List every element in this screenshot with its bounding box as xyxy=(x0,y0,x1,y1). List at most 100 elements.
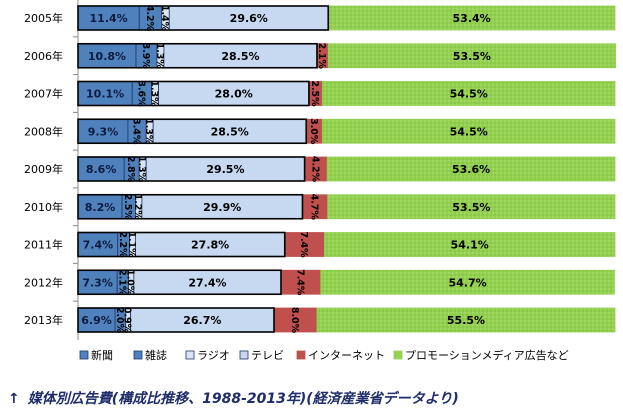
data-label: 8.6% xyxy=(86,163,117,176)
data-label: 0.9% xyxy=(122,307,133,334)
data-label: 54.1% xyxy=(451,239,489,252)
bar-segment xyxy=(327,43,616,69)
data-label: 3.9% xyxy=(140,43,151,70)
bar-segment xyxy=(280,269,322,295)
data-label: 3.6% xyxy=(135,80,146,107)
bars-group: 11.4% 4.2% 1.4% 29.6% 53.4%10.8% 3.9% 1.3% 28.5… xyxy=(77,5,616,334)
data-label: 7.4% xyxy=(294,269,305,296)
caption-text: 媒体別広告費(構成比推移、1988-2013年)(経済産業省データより) xyxy=(27,391,459,407)
category-label: 2011年 xyxy=(24,238,63,252)
traditional-media-outline xyxy=(77,231,286,258)
legend-label: インターネット xyxy=(308,349,385,362)
legend-label: 雑誌 xyxy=(145,348,167,362)
data-label: 2.5% xyxy=(309,80,320,107)
legend-label: プロモーションメディア広告など xyxy=(405,348,569,362)
legend-label: 新聞 xyxy=(91,348,113,362)
data-label: 1.1% xyxy=(126,231,137,258)
traditional-media-outline xyxy=(77,80,310,107)
bar-segment xyxy=(284,232,325,257)
data-label: 53.4% xyxy=(453,12,491,25)
category-label: 2013年 xyxy=(24,313,63,327)
up-arrow-icon: ↑ xyxy=(8,391,20,407)
data-label: 29.6% xyxy=(230,12,268,25)
data-label: 9.3% xyxy=(88,125,119,138)
bar-segment xyxy=(321,81,616,106)
data-label: 28.0% xyxy=(215,88,253,101)
data-label: 2.1% xyxy=(116,269,127,296)
chart-caption: ↑ 媒体別広告費(構成比推移、1988-2013年)(経済産業省データより) xyxy=(8,388,459,410)
legend-swatch xyxy=(239,350,249,360)
bar-segment xyxy=(326,156,616,182)
traditional-media-outline xyxy=(77,5,330,31)
data-label: 26.7% xyxy=(183,314,221,327)
legend-swatch xyxy=(393,350,403,360)
data-label: 54.5% xyxy=(450,125,488,138)
data-label: 8.0% xyxy=(289,307,300,334)
traditional-media-outline xyxy=(77,193,304,220)
data-label: 3.0% xyxy=(308,118,319,145)
data-label: 10.1% xyxy=(86,88,124,101)
data-label: 29.5% xyxy=(206,163,244,176)
legend-swatch xyxy=(79,350,89,360)
category-label: 2006年 xyxy=(24,49,63,63)
data-label: 27.8% xyxy=(191,239,229,252)
data-label: 8.2% xyxy=(85,201,116,214)
category-label: 2005年 xyxy=(24,11,63,25)
data-label: 1.0% xyxy=(125,269,136,296)
traditional-media-outline xyxy=(77,307,275,333)
data-label: 4.2% xyxy=(309,156,320,183)
category-label: 2012年 xyxy=(24,275,63,289)
bar-segment xyxy=(321,118,616,144)
legend-swatch xyxy=(133,350,143,360)
data-label: 11.4% xyxy=(90,12,128,25)
category-label: 2007年 xyxy=(24,87,63,101)
legend-label: テレビ xyxy=(251,349,284,362)
data-label: 1.4% xyxy=(159,5,170,32)
data-label: 1.3% xyxy=(136,156,147,183)
category-label: 2008年 xyxy=(24,124,63,138)
data-label: 1.3% xyxy=(143,118,154,145)
data-label: 2.1% xyxy=(316,43,327,70)
data-label: 2.5% xyxy=(122,194,133,221)
data-label: 4.7% xyxy=(309,194,320,221)
bar-segment xyxy=(320,269,615,295)
bar-segment xyxy=(145,156,306,182)
bar-segment xyxy=(327,194,616,220)
data-label: 28.5% xyxy=(221,50,259,63)
data-label: 27.4% xyxy=(188,276,226,289)
data-label: 7.4% xyxy=(83,239,114,252)
data-label: 1.2% xyxy=(132,194,143,221)
bar-segment xyxy=(152,118,307,144)
category-label: 2010年 xyxy=(24,200,63,214)
data-label: 55.5% xyxy=(447,314,485,327)
data-label: 10.8% xyxy=(88,50,126,63)
legend-swatch xyxy=(185,350,195,360)
data-label: 53.6% xyxy=(452,163,490,176)
legend-swatch xyxy=(296,350,306,360)
category-label: 2009年 xyxy=(24,162,63,176)
data-label: 1.3% xyxy=(149,80,160,107)
data-label: 53.5% xyxy=(452,201,490,214)
traditional-media-outline xyxy=(77,118,308,145)
data-label: 4.2% xyxy=(144,5,155,32)
legend-label: ラジオ xyxy=(197,349,230,362)
bar-segment xyxy=(77,118,129,144)
traditional-media-outline xyxy=(77,269,282,296)
stacked-bar-chart: 11.4% 4.2% 1.4% 29.6% 53.4%10.8% 3.9% 1.3% 28.5… xyxy=(24,0,616,362)
data-label: 7.3% xyxy=(82,276,113,289)
data-label: 1.3% xyxy=(154,43,165,70)
traditional-media-outline xyxy=(77,156,306,182)
legend: 新聞 雑誌 ラジオ テレビ インターネット プロモーションメディア広告など xyxy=(79,348,569,362)
data-label: 2.0% xyxy=(114,307,125,334)
data-label: 29.9% xyxy=(203,201,241,214)
data-label: 2.8% xyxy=(125,156,136,183)
bar-segment xyxy=(133,269,282,295)
bar-segment xyxy=(324,232,616,257)
data-label: 53.5% xyxy=(453,50,491,63)
category-labels: 2005年 2006年 2007年 2008年 2009年 2010年 2011年 2012年… xyxy=(24,11,78,327)
data-label: 6.9% xyxy=(81,314,112,327)
bar-segment xyxy=(316,307,616,333)
data-label: 54.5% xyxy=(450,88,488,101)
data-label: 3.4% xyxy=(131,118,142,145)
data-label: 54.7% xyxy=(449,276,487,289)
